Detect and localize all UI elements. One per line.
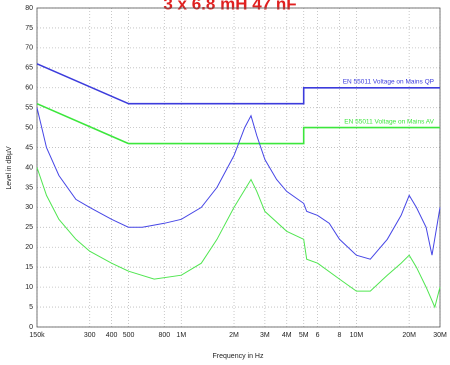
legend-label: EN 55011 Voltage on Mains QP	[343, 78, 434, 85]
x-axis-title: Frequency in Hz	[213, 353, 264, 360]
y-tick-label: 75	[25, 25, 33, 32]
x-tick-label: 4M	[282, 332, 292, 339]
series-line	[36, 167, 441, 309]
y-tick-label: 60	[25, 85, 33, 92]
y-tick-label: 25	[25, 224, 33, 231]
x-tick-label: 5M	[299, 332, 309, 339]
x-tick-label: 400	[106, 332, 118, 339]
y-tick-label: 70	[25, 45, 33, 52]
chart-title: 3 x 6.8 mH 47 nF	[163, 0, 296, 13]
series-line	[36, 107, 441, 260]
legend-label: EN 55011 Voltage on Mains AV	[344, 118, 434, 125]
x-tick-label: 300	[84, 332, 96, 339]
y-tick-label: 15	[25, 264, 33, 271]
y-tick-label: 35	[25, 184, 33, 191]
x-tick-label: 3M	[260, 332, 270, 339]
x-tick-label: 500	[123, 332, 135, 339]
x-tick-label: 20M	[402, 332, 416, 339]
x-tick-label: 6	[316, 332, 320, 339]
y-tick-label: 40	[25, 164, 33, 171]
y-tick-label: 65	[25, 65, 33, 72]
y-axis-title: Level in dBµV	[6, 146, 13, 190]
y-tick-label: 5	[29, 304, 33, 311]
y-tick-label: 55	[25, 105, 33, 112]
y-tick-label: 10	[25, 284, 33, 291]
x-tick-label: 150k	[29, 332, 45, 339]
y-tick-label: 45	[25, 144, 33, 151]
y-tick-label: 50	[25, 124, 33, 131]
y-tick-label: 0	[29, 324, 33, 331]
x-tick-label: 1M	[176, 332, 186, 339]
series-line	[36, 63, 440, 105]
x-tick-label: 30M	[433, 332, 447, 339]
y-tick-label: 20	[25, 244, 33, 251]
y-tick-label: 80	[25, 5, 33, 12]
x-tick-label: 800	[158, 332, 170, 339]
y-tick-label: 30	[25, 204, 33, 211]
x-tick-label: 8	[338, 332, 342, 339]
series-line	[36, 102, 440, 145]
x-tick-label: 2M	[229, 332, 239, 339]
x-tick-label: 10M	[350, 332, 364, 339]
